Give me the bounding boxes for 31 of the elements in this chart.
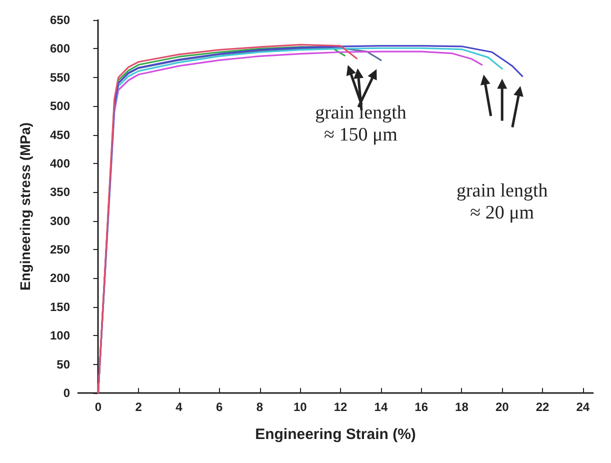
x-tick-label: 10 — [293, 400, 308, 414]
x-tick-label: 8 — [256, 400, 264, 414]
x-tick-label: 22 — [536, 400, 550, 414]
x-axis-title: Engineering Strain (%) — [255, 426, 416, 443]
x-tick-label: 18 — [455, 400, 469, 414]
y-tick-label: 300 — [50, 214, 70, 228]
y-tick-label: 450 — [50, 128, 70, 142]
y-tick-label: 200 — [50, 271, 70, 286]
annotation: grain length ≈ 20 μm — [456, 180, 548, 224]
y-tick-label: 350 — [50, 185, 70, 200]
y-tick-label: 0 — [63, 386, 70, 400]
y-tick-label: 400 — [50, 156, 70, 170]
y-tick-label: 500 — [50, 99, 70, 114]
x-tick-label: 14 — [374, 400, 388, 414]
x-tick-label: 20 — [495, 400, 510, 414]
y-tick-label: 600 — [50, 42, 70, 56]
y-axis-title: Engineering stress (MPa) — [17, 122, 33, 291]
x-tick-label: 12 — [334, 400, 348, 414]
x-tick-label: 16 — [414, 400, 428, 414]
y-tick-label: 100 — [50, 328, 70, 343]
x-tick-label: 6 — [216, 400, 224, 414]
y-tick-label: 150 — [50, 300, 70, 314]
y-tick-label: 650 — [50, 13, 70, 27]
annotation: grain length ≈ 150 μm — [315, 102, 407, 146]
x-tick-label: 2 — [135, 400, 142, 414]
y-tick-label: 250 — [50, 242, 70, 257]
x-tick-label: 4 — [176, 400, 183, 414]
y-tick-label: 50 — [56, 357, 70, 372]
x-tick-label: 0 — [94, 400, 102, 414]
x-tick-label: 24 — [576, 400, 590, 414]
y-tick-label: 550 — [50, 70, 70, 84]
